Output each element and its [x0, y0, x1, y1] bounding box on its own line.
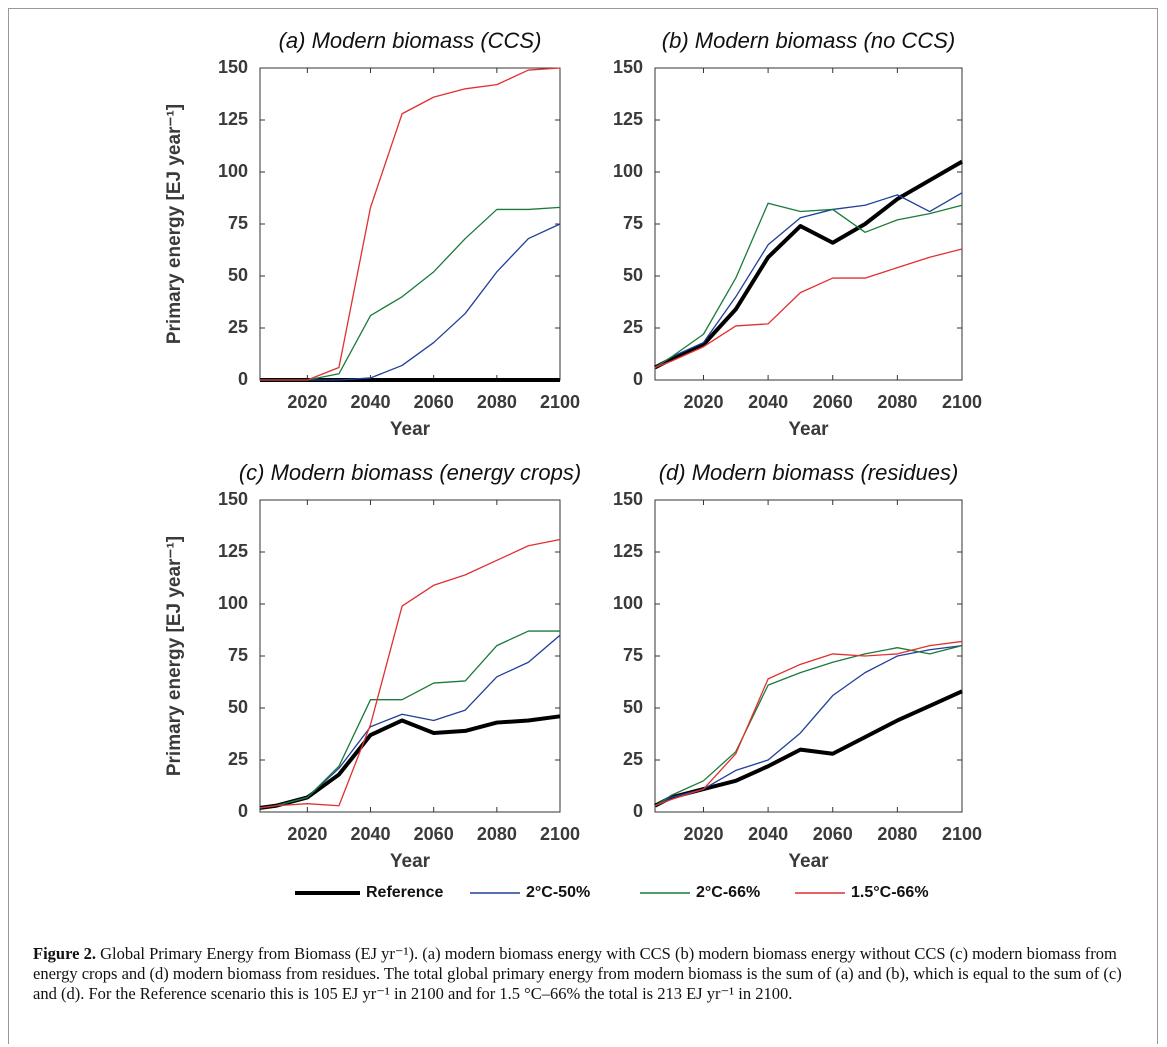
y-tick-label: 100	[218, 161, 248, 181]
y-tick-label: 75	[228, 213, 248, 233]
series-line	[654, 248, 963, 369]
y-tick-label: 50	[623, 265, 643, 285]
legend-label: Reference	[366, 884, 443, 901]
y-axis-label: Primary energy [EJ year⁻¹]	[164, 104, 185, 344]
y-tick-label: 150	[218, 57, 248, 77]
chart-title: (c) Modern biomass (energy crops)	[239, 460, 581, 485]
series-line	[654, 644, 963, 807]
series-line	[654, 640, 963, 807]
chart-title: (d) Modern biomass (residues)	[659, 460, 959, 485]
x-tick-label: 2040	[748, 824, 788, 844]
x-tick-label: 2100	[942, 392, 982, 412]
y-tick-label: 125	[613, 541, 643, 561]
legend-label: 2°C-66%	[696, 884, 760, 901]
y-tick-label: 125	[218, 109, 248, 129]
x-tick-label: 2080	[877, 824, 917, 844]
y-tick-label: 25	[228, 317, 248, 337]
y-tick-label: 150	[613, 57, 643, 77]
x-tick-label: 2040	[351, 392, 391, 412]
y-tick-label: 50	[228, 697, 248, 717]
y-axis-label: Primary energy [EJ year⁻¹]	[164, 536, 185, 776]
plot-area	[654, 499, 963, 813]
y-tick-label: 0	[633, 801, 643, 821]
series-line	[259, 630, 560, 809]
plot-area	[259, 499, 561, 813]
chart-title: (a) Modern biomass (CCS)	[279, 28, 542, 53]
x-tick-label: 2100	[540, 392, 580, 412]
legend-label: 2°C-50%	[526, 884, 590, 901]
x-tick-label: 2060	[813, 824, 853, 844]
x-tick-label: 2100	[942, 824, 982, 844]
x-tick-label: 2080	[877, 392, 917, 412]
series-line	[654, 644, 963, 807]
series-line	[654, 159, 964, 370]
y-tick-label: 150	[218, 489, 248, 509]
x-axis-label: Year	[788, 419, 829, 440]
y-tick-label: 100	[218, 593, 248, 613]
legend-label: 1.5°C-66%	[851, 884, 929, 901]
x-tick-label: 2020	[287, 392, 327, 412]
series-line	[260, 67, 561, 381]
caption-label: Figure 2.	[33, 944, 96, 963]
y-tick-label: 75	[623, 645, 643, 665]
series-line	[259, 538, 561, 809]
series-line	[654, 192, 963, 369]
y-tick-label: 25	[623, 317, 643, 337]
y-tick-label: 150	[613, 489, 643, 509]
x-tick-label: 2060	[414, 392, 454, 412]
y-tick-label: 0	[238, 801, 248, 821]
x-tick-label: 2020	[683, 824, 723, 844]
figure: (a) Modern biomass (CCS) 0 25 50 75 100 125 150…	[164, 28, 982, 901]
y-tick-label: 125	[218, 541, 248, 561]
chart-title: (b) Modern biomass (no CCS)	[662, 28, 955, 53]
y-tick-label: 125	[613, 109, 643, 129]
x-tick-label: 2020	[287, 824, 327, 844]
x-tick-label: 2100	[540, 824, 580, 844]
x-tick-label: 2040	[351, 824, 391, 844]
x-axis-label: Year	[390, 851, 431, 872]
x-tick-label: 2080	[477, 392, 517, 412]
y-tick-label: 50	[228, 265, 248, 285]
y-tick-label: 25	[228, 749, 248, 769]
caption: Figure 2. Global Primary Energy from Bio…	[33, 944, 1138, 1004]
figure-frame	[8, 8, 1158, 1044]
x-axis-label: Year	[390, 419, 431, 440]
series-line	[654, 202, 963, 369]
y-tick-label: 75	[228, 645, 248, 665]
y-tick-label: 75	[623, 213, 643, 233]
x-tick-label: 2020	[683, 392, 723, 412]
caption-text: Global Primary Energy from Biomass (EJ y…	[33, 944, 1122, 1003]
x-tick-label: 2040	[748, 392, 788, 412]
x-tick-label: 2080	[477, 824, 517, 844]
y-tick-label: 0	[238, 369, 248, 389]
plot-area	[654, 67, 963, 381]
y-tick-label: 25	[623, 749, 643, 769]
x-tick-label: 2060	[813, 392, 853, 412]
y-tick-label: 0	[633, 369, 643, 389]
y-tick-label: 100	[613, 593, 643, 613]
x-axis-label: Year	[788, 851, 829, 872]
y-tick-label: 50	[623, 697, 643, 717]
plot-area	[259, 67, 561, 381]
x-tick-label: 2060	[414, 824, 454, 844]
y-tick-label: 100	[613, 161, 643, 181]
